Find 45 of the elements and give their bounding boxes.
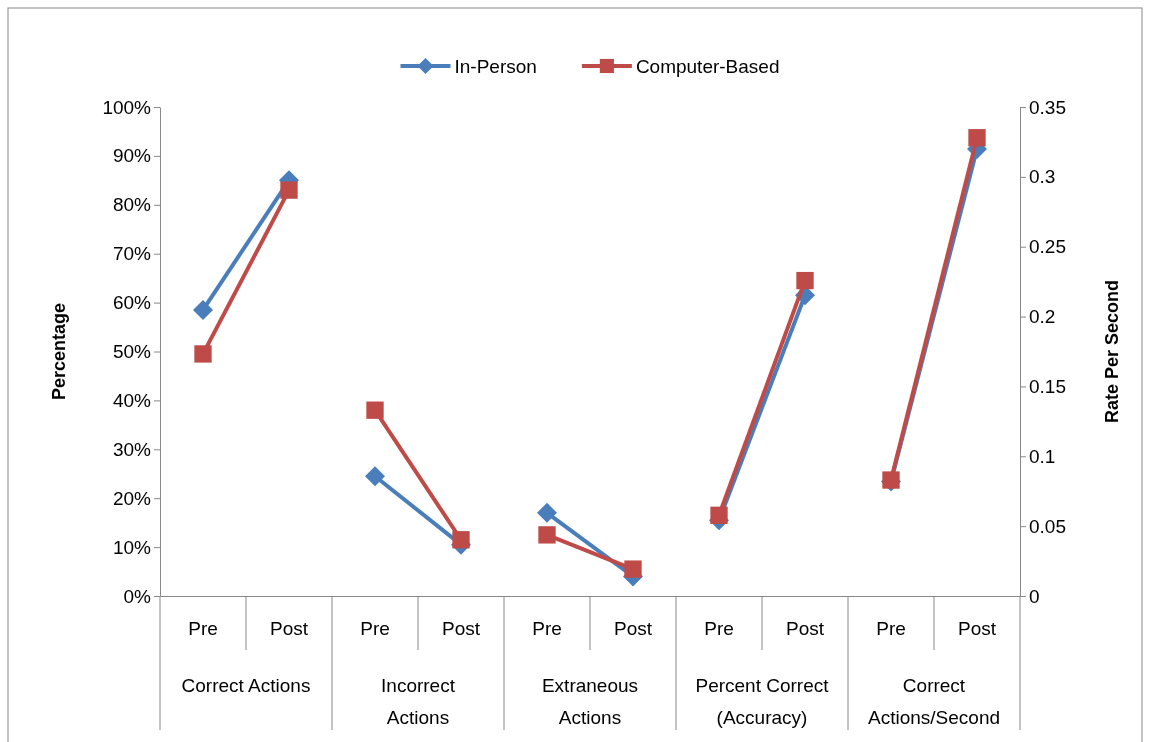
x-tick-label: Pre: [532, 618, 562, 640]
x-tick-label: Post: [613, 618, 653, 640]
x-tick-label: Post: [785, 618, 825, 640]
y-axis-title: Percentage: [49, 302, 69, 401]
legend-label: In-Person: [454, 56, 537, 77]
x-tick-label: Pre: [360, 618, 390, 640]
y2-tick-label: 0.3: [1029, 166, 1056, 188]
y2-axis-title: Rate Per Second: [1102, 279, 1122, 424]
text: Incorrect Actions: [381, 675, 456, 728]
y2-tick-label: 0.1: [1029, 445, 1056, 467]
y-tick-label: 20%: [112, 487, 152, 509]
text: Correct Actions/Second: [867, 675, 1001, 728]
y2-tick-label: 0.2: [1029, 306, 1056, 328]
point: [194, 345, 212, 363]
y-tick-label: 100%: [102, 96, 152, 118]
point: [538, 526, 556, 544]
text: Extraneous Actions: [541, 675, 639, 728]
x-tick-label: Post: [957, 618, 997, 640]
y-tick-label: 30%: [112, 438, 152, 460]
point: [624, 560, 642, 578]
x-tick-label: Post: [441, 618, 481, 640]
point: [968, 129, 986, 147]
text: Correct Actions: [181, 675, 311, 696]
y2-tick-label: 0.05: [1029, 515, 1066, 537]
y2-tick-label: 0: [1029, 585, 1040, 607]
text: Percent Correct (Accuracy): [695, 675, 830, 728]
y-tick-label: 40%: [112, 389, 152, 411]
y-tick-label: 10%: [112, 536, 152, 558]
y2-tick-label: 0.25: [1029, 236, 1066, 258]
x-tick-label: Pre: [876, 618, 906, 640]
point: [280, 181, 298, 199]
y-tick-label: 50%: [112, 341, 152, 363]
point: [710, 506, 728, 524]
y-tick-label: 90%: [112, 145, 152, 167]
y-tick-label: 60%: [112, 292, 152, 314]
x-tick-label: Pre: [188, 618, 218, 640]
y-tick-label: 70%: [112, 243, 152, 265]
x-tick-label: Pre: [704, 618, 734, 640]
x-tick-label: Post: [269, 618, 309, 640]
y2-tick-label: 0.15: [1029, 376, 1066, 398]
y-tick-label: 0%: [123, 585, 152, 607]
y2-tick-label: 0.35: [1029, 96, 1066, 118]
legend-label: Computer-Based: [635, 56, 780, 77]
y-tick-label: 80%: [112, 194, 152, 216]
point: [796, 271, 814, 290]
